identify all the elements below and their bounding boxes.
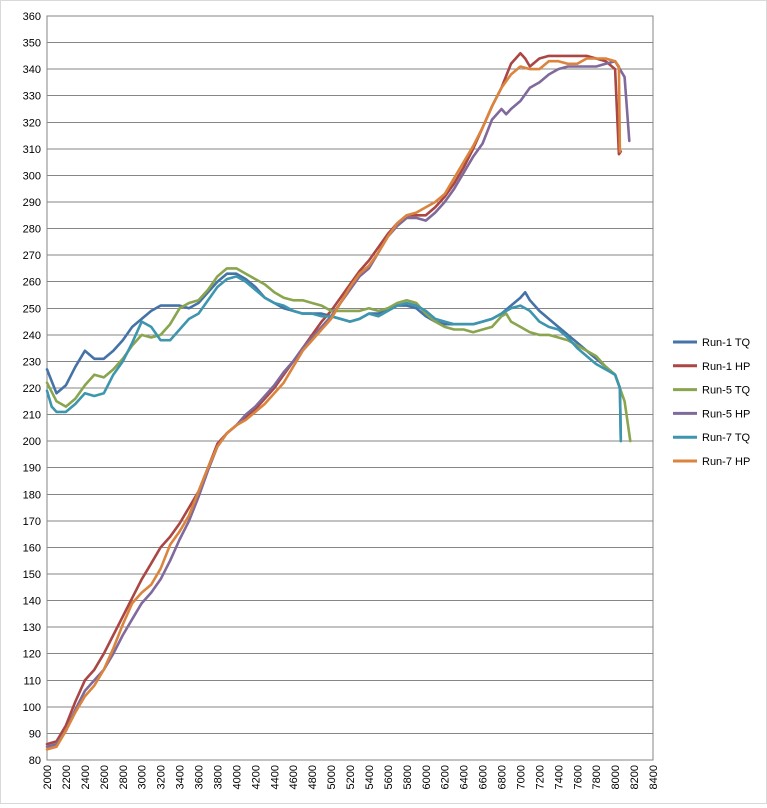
x-tick-label: 5800 bbox=[402, 765, 414, 789]
y-tick-label: 260 bbox=[23, 277, 41, 289]
y-tick-label: 220 bbox=[23, 383, 41, 395]
x-tick-label: 6000 bbox=[421, 765, 433, 789]
x-tick-label: 2200 bbox=[61, 765, 73, 789]
x-tick-label: 8400 bbox=[648, 765, 660, 789]
y-tick-label: 280 bbox=[23, 224, 41, 236]
x-tick-label: 5000 bbox=[326, 765, 338, 789]
x-tick-label: 4800 bbox=[307, 765, 319, 789]
y-tick-label: 160 bbox=[23, 542, 41, 554]
y-tick-label: 140 bbox=[23, 596, 41, 608]
y-tick-label: 350 bbox=[23, 38, 41, 50]
x-tick-label: 6600 bbox=[478, 765, 490, 789]
x-tick-label: 2000 bbox=[42, 765, 54, 789]
y-tick-label: 230 bbox=[23, 356, 41, 368]
x-tick-label: 5200 bbox=[345, 765, 357, 789]
y-tick-label: 210 bbox=[23, 410, 41, 422]
x-tick-label: 3200 bbox=[156, 765, 168, 789]
plot-area bbox=[46, 15, 654, 761]
legend: Run-1 TQ Run-1 HP Run-5 TQ Run-5 HP Run-7 TQ… bbox=[673, 337, 751, 468]
series-lines bbox=[45, 51, 632, 751]
y-tick-label: 200 bbox=[23, 436, 41, 448]
series-line-1 bbox=[45, 272, 623, 440]
x-tick-label: 3600 bbox=[194, 765, 206, 789]
x-tick-label: 6200 bbox=[440, 765, 452, 789]
y-tick-label: 190 bbox=[23, 463, 41, 475]
y-tick-label: 80 bbox=[29, 755, 41, 767]
series-line-6 bbox=[45, 57, 622, 751]
x-tick-label: 7000 bbox=[515, 765, 527, 789]
y-tick-label: 320 bbox=[23, 117, 41, 129]
legend-label: Run-5 HP bbox=[702, 408, 750, 420]
y-tick-label: 180 bbox=[23, 489, 41, 501]
x-tick-label: 4200 bbox=[250, 765, 262, 789]
x-tick-label: 5600 bbox=[383, 765, 395, 789]
x-tick-label: 4000 bbox=[231, 765, 243, 789]
x-tick-label: 7800 bbox=[591, 765, 603, 789]
y-tick-label: 170 bbox=[23, 516, 41, 528]
x-tick-label: 8000 bbox=[610, 765, 622, 789]
y-tick-label: 240 bbox=[23, 330, 41, 342]
y-tick-label: 150 bbox=[23, 569, 41, 581]
x-tick-label: 6400 bbox=[459, 765, 471, 789]
y-tick-label: 360 bbox=[23, 11, 41, 23]
x-tick-label: 2800 bbox=[118, 765, 130, 789]
legend-label: Run-1 HP bbox=[702, 361, 750, 373]
legend-label: Run-5 TQ bbox=[702, 385, 751, 397]
x-tick-label: 3800 bbox=[212, 765, 224, 789]
x-tick-label: 7600 bbox=[572, 765, 584, 789]
y-tick-label: 250 bbox=[23, 303, 41, 315]
series-line-2 bbox=[45, 51, 623, 746]
x-tick-label: 4600 bbox=[288, 765, 300, 789]
legend-label: Run-7 HP bbox=[702, 456, 750, 468]
y-tick-label: 310 bbox=[23, 144, 41, 156]
y-axis-tick-labels: 80 90 100 110 120 130 140 150 160 170 180 190 200 210… bbox=[23, 11, 41, 767]
x-axis-tick-labels: 2000 2200 2400 2600 2800 3000 3200 3400 3600 3800… bbox=[42, 765, 660, 789]
y-tick-label: 300 bbox=[23, 170, 41, 182]
x-tick-label: 6800 bbox=[497, 765, 509, 789]
x-tick-label: 7200 bbox=[534, 765, 546, 789]
y-tick-label: 130 bbox=[23, 622, 41, 634]
y-tick-label: 120 bbox=[23, 649, 41, 661]
x-tick-label: 8200 bbox=[629, 765, 641, 789]
series-line-5 bbox=[45, 275, 623, 443]
y-tick-label: 270 bbox=[23, 250, 41, 262]
y-tick-label: 110 bbox=[23, 675, 41, 687]
series-line-4 bbox=[45, 59, 631, 749]
x-tick-label: 2400 bbox=[80, 765, 92, 789]
x-tick-label: 5400 bbox=[364, 765, 376, 789]
legend-label: Run-7 TQ bbox=[702, 432, 751, 444]
x-tick-label: 4400 bbox=[269, 765, 281, 789]
y-tick-label: 290 bbox=[23, 197, 41, 209]
y-tick-label: 90 bbox=[29, 728, 41, 740]
x-tick-label: 3400 bbox=[175, 765, 187, 789]
y-tick-label: 340 bbox=[23, 64, 41, 76]
legend-label: Run-1 TQ bbox=[702, 337, 751, 349]
x-tick-label: 7400 bbox=[553, 765, 565, 789]
y-tick-label: 100 bbox=[23, 702, 41, 714]
gridlines bbox=[47, 15, 653, 761]
series-line-3 bbox=[45, 267, 632, 443]
x-tick-label: 3000 bbox=[137, 765, 149, 789]
x-tick-label: 2600 bbox=[99, 765, 111, 789]
y-tick-label: 330 bbox=[23, 91, 41, 103]
